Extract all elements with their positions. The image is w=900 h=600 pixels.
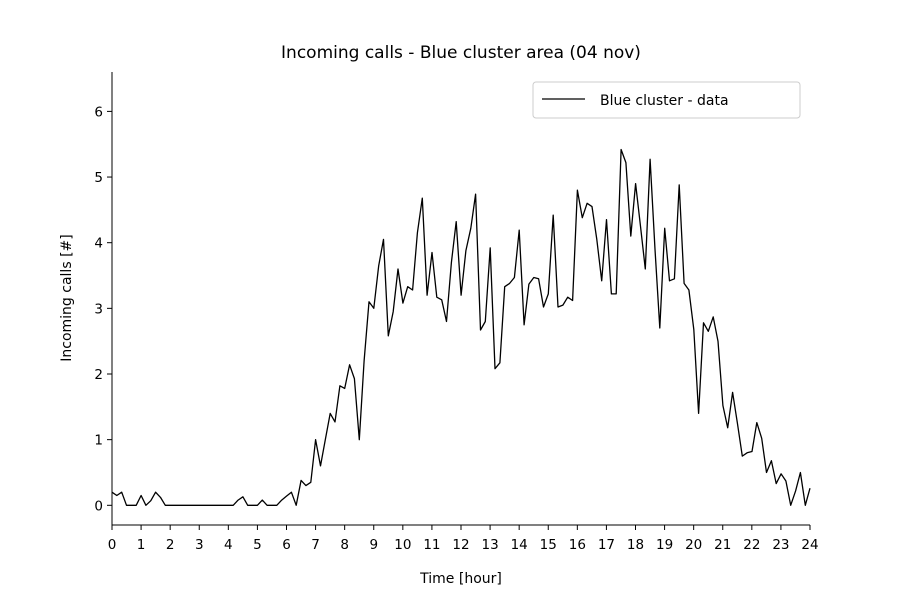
x-tick-label: 18 — [627, 537, 644, 553]
x-tick-label: 0 — [108, 537, 117, 553]
x-tick-label: 16 — [569, 537, 586, 553]
y-tick-label: 4 — [94, 236, 103, 252]
x-tick-label: 7 — [311, 537, 320, 553]
x-tick-label: 21 — [714, 537, 731, 553]
x-tick-label: 22 — [743, 537, 760, 553]
x-tick-label: 23 — [772, 537, 789, 553]
x-tick-label: 20 — [685, 537, 702, 553]
y-tick-label: 1 — [94, 433, 103, 449]
x-tick-label: 3 — [195, 537, 204, 553]
x-tick-label: 1 — [137, 537, 146, 553]
y-tick-label: 0 — [94, 498, 103, 514]
x-tick-label: 2 — [166, 537, 175, 553]
x-tick-label: 5 — [253, 537, 262, 553]
x-tick-label: 9 — [369, 537, 378, 553]
x-tick-label: 19 — [656, 537, 673, 553]
x-tick-label: 4 — [224, 537, 233, 553]
x-tick-label: 24 — [801, 537, 818, 553]
y-tick-label: 6 — [94, 104, 103, 120]
legend-box — [532, 81, 801, 119]
y-axis-label: Incoming calls [#] — [59, 234, 75, 361]
legend: Blue cluster - data — [532, 81, 801, 119]
x-tick-label: 10 — [394, 537, 411, 553]
legend-label: Blue cluster - data — [600, 93, 729, 109]
x-ticks: 0 1 2 3 4 5 6 7 8 9 10 11 12 13 14 15 16 17 18 19 20 21 22 23 24 — [108, 525, 819, 553]
x-axis-label: Time [hour] — [419, 571, 502, 587]
x-tick-label: 15 — [540, 537, 557, 553]
x-tick-label: 14 — [511, 537, 528, 553]
chart-title: Incoming calls - Blue cluster area (04 n… — [281, 43, 641, 63]
y-tick-label: 5 — [94, 170, 103, 186]
axes — [111, 72, 810, 526]
x-tick-label: 6 — [282, 537, 291, 553]
x-tick-label: 17 — [598, 537, 615, 553]
x-tick-label: 13 — [481, 537, 498, 553]
x-tick-label: 12 — [452, 537, 469, 553]
y-tick-label: 3 — [94, 301, 103, 317]
y-tick-label: 2 — [94, 367, 103, 383]
series-line-blue-cluster — [111, 148, 811, 506]
x-tick-label: 11 — [423, 537, 440, 553]
x-tick-label: 8 — [340, 537, 349, 553]
y-ticks: 0 1 2 3 4 5 6 — [94, 104, 112, 514]
